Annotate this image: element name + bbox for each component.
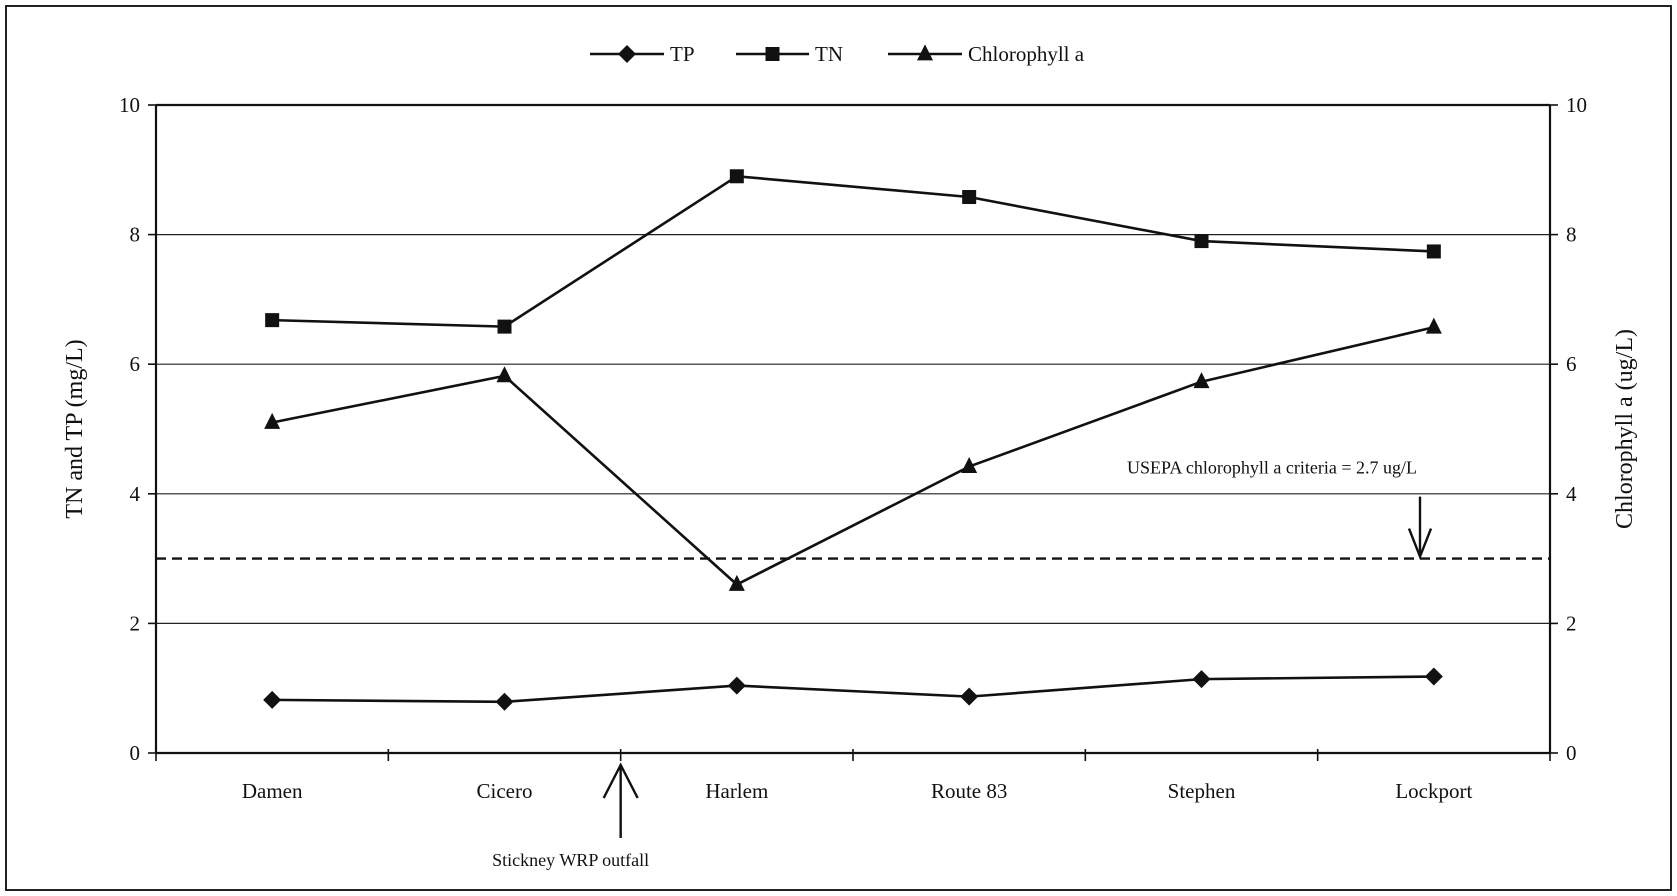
data-point-tp <box>960 687 979 706</box>
y-tick-label-left: 10 <box>119 93 140 117</box>
y-tick-label-left: 8 <box>130 223 141 247</box>
x-category-label: Lockport <box>1395 779 1472 803</box>
y-tick-label-right: 8 <box>1566 223 1577 247</box>
y-tick-label-right: 4 <box>1566 482 1577 506</box>
data-point-tn <box>1426 244 1441 259</box>
data-point-tp <box>1424 667 1443 686</box>
x-category-label: Route 83 <box>931 779 1007 803</box>
data-point-chlorophyll-a <box>496 366 513 383</box>
x-category-label: Cicero <box>477 779 533 803</box>
data-point-chlorophyll-a <box>728 574 745 591</box>
threshold-arrow-head <box>1407 528 1433 560</box>
legend-label-tn: TN <box>815 42 843 66</box>
data-point-tn <box>497 319 512 334</box>
data-point-tn <box>1194 234 1209 249</box>
threshold-label: USEPA chlorophyll a criteria = 2.7 ug/L <box>1127 458 1417 478</box>
legend-item-tn: TN <box>736 42 843 66</box>
data-point-chlorophyll-a <box>264 412 281 429</box>
y-tick-label-left: 4 <box>130 482 141 506</box>
legend-item-tp: TP <box>590 42 695 66</box>
stickney-arrow-head <box>602 762 639 799</box>
chart-border <box>5 5 1672 891</box>
y-tick-label-left: 2 <box>130 611 141 635</box>
data-point-tp <box>495 692 514 711</box>
stickney-label: Stickney WRP outfall <box>492 850 649 870</box>
axes: 0 2 4 6 8 10 0 2 4 6 8 10 Damen Cicero Harlem Route 83 S… <box>62 93 1638 803</box>
y-axis-title-right: Chlorophyll a (ug/L) <box>1612 329 1638 529</box>
series-line-tn <box>272 174 1434 328</box>
gridlines <box>156 234 1550 625</box>
legend-label-tp: TP <box>670 42 695 66</box>
legend-marker-chlorophyll-a <box>917 44 933 61</box>
series-group <box>263 169 1443 711</box>
series-tp <box>263 667 1443 711</box>
x-category-label: Stephen <box>1168 779 1236 803</box>
data-point-tn <box>962 190 977 205</box>
series-tn <box>265 169 1441 334</box>
legend: TP TN Chlorophyll a <box>590 42 1085 66</box>
x-category-label: Damen <box>242 779 303 803</box>
data-point-chlorophyll-a <box>1193 372 1210 389</box>
data-point-tn <box>265 313 280 328</box>
series-line-chlorophyll-a <box>271 325 1435 587</box>
series-line-tp <box>272 675 1434 704</box>
y-tick-label-left: 6 <box>130 352 141 376</box>
legend-label-chlorophyll-a: Chlorophyll a <box>968 42 1085 66</box>
data-point-tp <box>727 676 746 695</box>
series-chlorophyll-a <box>264 317 1442 591</box>
y-axis-title-left: TN and TP (mg/L) <box>62 339 88 518</box>
legend-marker-tn <box>765 47 780 61</box>
data-point-tp <box>263 690 282 709</box>
annotations: Stickney WRP outfall <box>492 762 649 870</box>
y-tick-label-left: 0 <box>130 741 141 765</box>
threshold-group: USEPA chlorophyll a criteria = 2.7 ug/L <box>156 458 1550 560</box>
y-tick-label-right: 10 <box>1566 93 1587 117</box>
y-tick-label-right: 6 <box>1566 352 1577 376</box>
legend-item-chlorophyll-a: Chlorophyll a <box>888 42 1085 66</box>
data-point-tp <box>1192 670 1211 689</box>
y-tick-label-right: 2 <box>1566 611 1577 635</box>
data-point-tn <box>729 169 744 184</box>
data-point-chlorophyll-a <box>1425 317 1442 334</box>
x-category-label: Harlem <box>705 779 768 803</box>
data-point-chlorophyll-a <box>961 456 978 473</box>
y-tick-label-right: 0 <box>1566 741 1577 765</box>
legend-marker-tp <box>618 45 636 63</box>
